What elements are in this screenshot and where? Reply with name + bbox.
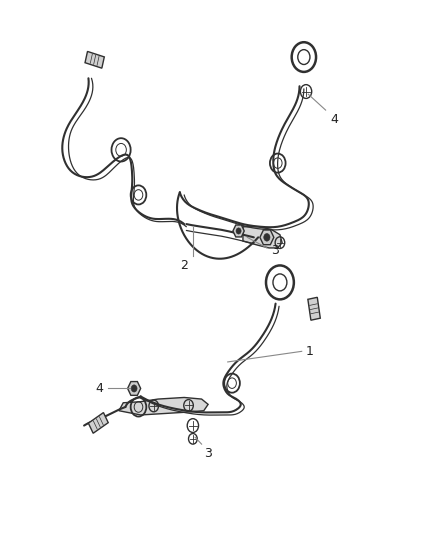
Text: 3: 3 xyxy=(204,447,212,460)
Polygon shape xyxy=(85,51,104,68)
Text: 4: 4 xyxy=(96,382,104,395)
Text: 1: 1 xyxy=(306,345,314,358)
Polygon shape xyxy=(88,413,108,433)
Polygon shape xyxy=(233,225,244,237)
Circle shape xyxy=(264,233,270,241)
Circle shape xyxy=(236,228,241,234)
Polygon shape xyxy=(127,382,141,395)
Text: 2: 2 xyxy=(180,259,188,271)
Text: 3: 3 xyxy=(271,244,279,257)
Polygon shape xyxy=(119,398,208,415)
Circle shape xyxy=(131,385,137,392)
Polygon shape xyxy=(260,230,274,245)
Polygon shape xyxy=(308,297,320,320)
Text: 4: 4 xyxy=(330,113,338,126)
Polygon shape xyxy=(243,227,282,248)
